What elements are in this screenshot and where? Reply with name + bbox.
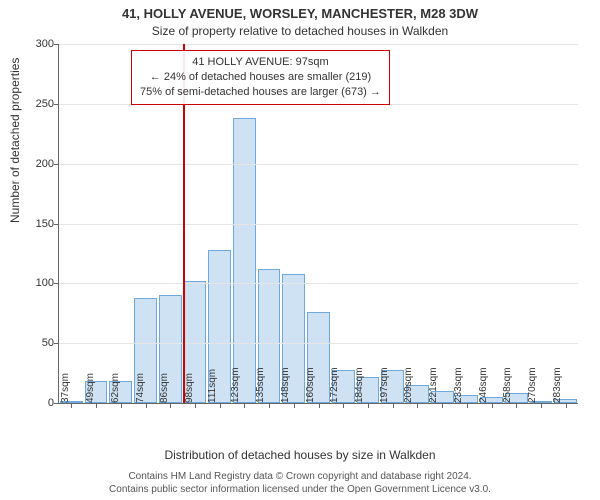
xtick-label: 148sqm xyxy=(276,367,291,403)
xtick-label: 270sqm xyxy=(523,367,538,403)
ytick-label: 200 xyxy=(36,158,59,170)
xtick-mark xyxy=(244,403,245,408)
xtick-label: 246sqm xyxy=(474,367,489,403)
chart-title-sub: Size of property relative to detached ho… xyxy=(0,24,600,38)
xtick-label: 49sqm xyxy=(81,373,96,403)
xtick-mark xyxy=(417,403,418,408)
xtick-mark xyxy=(195,403,196,408)
ytick-label: 50 xyxy=(42,337,59,349)
xtick-label: 123sqm xyxy=(227,367,242,403)
grid-line xyxy=(59,343,578,344)
xtick-mark xyxy=(492,403,493,408)
footer-line1: Contains HM Land Registry data © Crown c… xyxy=(0,471,600,484)
xtick-label: 172sqm xyxy=(325,367,340,403)
grid-line xyxy=(59,283,578,284)
ytick-label: 250 xyxy=(36,98,59,110)
xtick-label: 258sqm xyxy=(499,367,514,403)
xtick-mark xyxy=(393,403,394,408)
xtick-label: 184sqm xyxy=(350,367,365,403)
xtick-label: 221sqm xyxy=(424,367,439,403)
xtick-label: 74sqm xyxy=(131,373,146,403)
xtick-mark xyxy=(516,403,517,408)
grid-line xyxy=(59,224,578,225)
xtick-label: 209sqm xyxy=(400,367,415,403)
xtick-label: 62sqm xyxy=(106,373,121,403)
grid-line xyxy=(59,164,578,165)
xtick-mark xyxy=(121,403,122,408)
ytick-label: 300 xyxy=(36,38,59,50)
xtick-label: 160sqm xyxy=(301,367,316,403)
xtick-mark xyxy=(368,403,369,408)
ytick-label: 150 xyxy=(36,218,59,230)
callout-box: 41 HOLLY AVENUE: 97sqm← 24% of detached … xyxy=(131,50,390,105)
callout-line3: 75% of semi-detached houses are larger (… xyxy=(140,85,381,100)
histogram-bar xyxy=(233,118,256,403)
histogram-plot: 37sqm49sqm62sqm74sqm86sqm98sqm111sqm123s… xyxy=(58,44,578,404)
xtick-mark xyxy=(96,403,97,408)
callout-line1: 41 HOLLY AVENUE: 97sqm xyxy=(140,55,381,70)
xtick-mark xyxy=(541,403,542,408)
ytick-label: 0 xyxy=(48,397,59,409)
xtick-label: 111sqm xyxy=(203,369,218,403)
chart-title-main: 41, HOLLY AVENUE, WORSLEY, MANCHESTER, M… xyxy=(0,6,600,21)
xtick-label: 197sqm xyxy=(375,367,390,403)
xtick-mark xyxy=(442,403,443,408)
xtick-mark xyxy=(220,403,221,408)
xtick-mark xyxy=(467,403,468,408)
xtick-mark xyxy=(146,403,147,408)
y-axis-label: Number of detached properties xyxy=(8,58,22,223)
xtick-mark xyxy=(170,403,171,408)
xtick-label: 283sqm xyxy=(548,367,563,403)
xtick-mark xyxy=(566,403,567,408)
ytick-label: 100 xyxy=(36,277,59,289)
chart-footer: Contains HM Land Registry data © Crown c… xyxy=(0,471,600,496)
xtick-label: 233sqm xyxy=(449,367,464,403)
grid-line xyxy=(59,44,578,45)
x-axis-label: Distribution of detached houses by size … xyxy=(0,448,600,462)
xtick-mark xyxy=(343,403,344,408)
footer-line2: Contains public sector information licen… xyxy=(0,484,600,497)
xtick-mark xyxy=(319,403,320,408)
xtick-label: 86sqm xyxy=(155,373,170,403)
xtick-mark xyxy=(71,403,72,408)
xtick-mark xyxy=(294,403,295,408)
xtick-mark xyxy=(269,403,270,408)
callout-line2: ← 24% of detached houses are smaller (21… xyxy=(140,70,381,85)
xtick-label: 135sqm xyxy=(251,367,266,403)
